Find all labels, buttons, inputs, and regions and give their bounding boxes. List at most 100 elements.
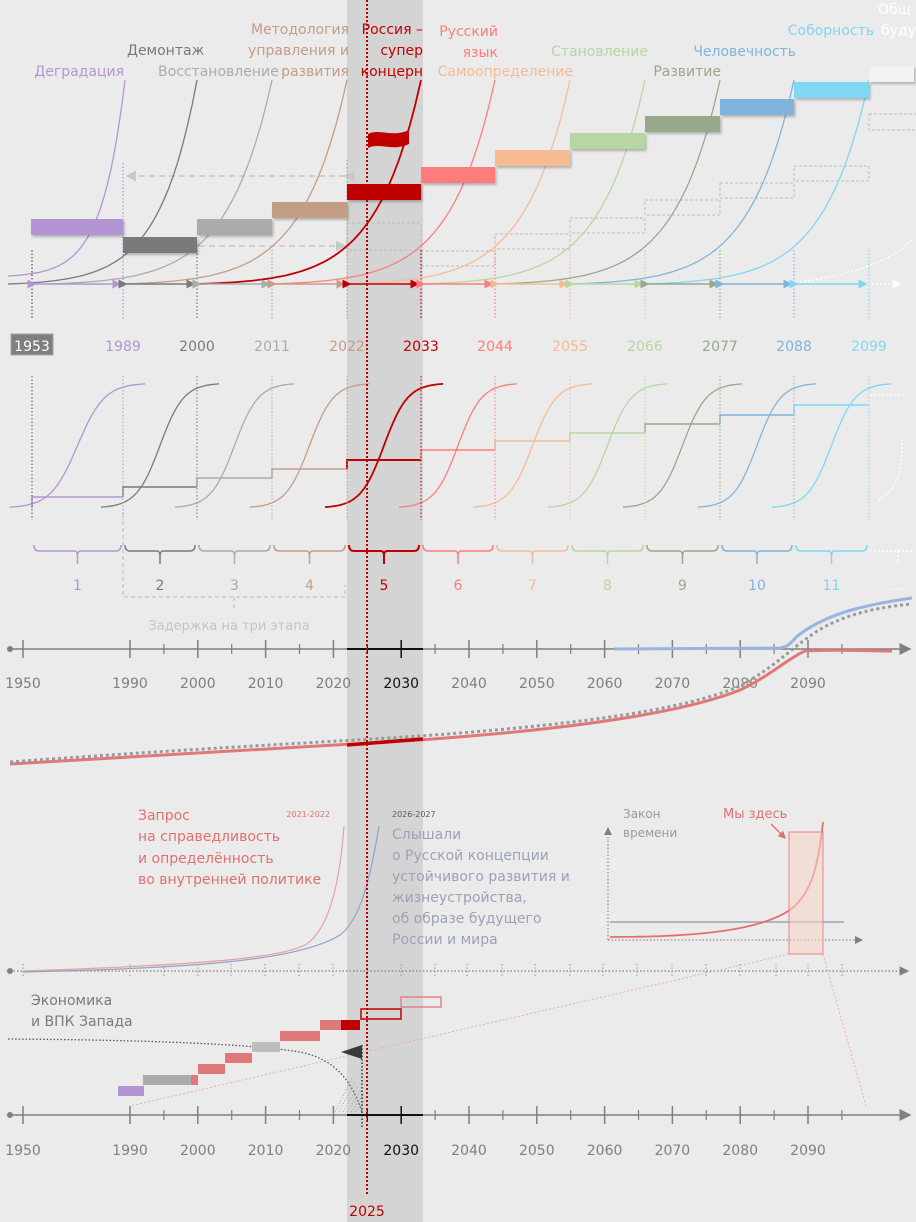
stage-year-2011: 2011: [254, 339, 290, 355]
axis-label-2010: 2010: [248, 676, 284, 692]
stage-bar-7: [495, 150, 570, 166]
demand-line-1: Запрос: [138, 808, 190, 824]
axis-label-2030: 2030: [383, 1143, 419, 1159]
time-law-line-2: времени: [623, 826, 677, 840]
axis-label-2060: 2060: [587, 1143, 623, 1159]
s-curve-stage-9: [622, 383, 743, 508]
bracket-stage-5: [348, 544, 420, 564]
heard-line-1: Слышали: [392, 827, 461, 843]
west-step-bar-outline-2: [400, 996, 442, 1008]
bracket-stage-4: [273, 544, 346, 564]
axis-label-2020: 2020: [316, 1143, 352, 1159]
west-line-2: и ВПК Запада: [31, 1014, 133, 1030]
delay-bracket: [122, 514, 346, 608]
bracket-stage-6: [422, 544, 494, 564]
heard-annotation: 2026-2027 Слышали о Русской концепции ус…: [392, 810, 570, 948]
we-are-here-box: [788, 831, 824, 955]
west-flag-icon: [341, 1045, 362, 1059]
demand-line-3: и определённость: [138, 851, 274, 867]
ghost-stage-box: [644, 199, 721, 216]
stage-title-formation: Становление: [551, 44, 648, 60]
west-economy-annotation: Экономика и ВПК Запада: [31, 993, 133, 1030]
stage-title-dismantling: Демонтаж: [127, 43, 205, 59]
stage-title-development: Развитие: [653, 64, 721, 80]
stage-number-3: 3: [230, 578, 239, 594]
exp-curve-stage-9: [494, 79, 721, 285]
bracket-stage-8: [571, 544, 644, 564]
s-curve-stage-4: [249, 383, 370, 508]
stage-year-1989: 1989: [105, 339, 141, 355]
axis-label-2070: 2070: [655, 1143, 691, 1159]
bracket-stage-1: [33, 544, 122, 564]
s-curve-stages-section: [9, 376, 912, 608]
bracket-stage-3: [198, 544, 271, 564]
bracket-stage-9: [646, 544, 719, 564]
exp-curve-future: [799, 239, 913, 283]
axis-label-2020: 2020: [316, 676, 352, 692]
ghost-stage-box: [569, 217, 646, 234]
stage-title-humanity: Человечность: [693, 44, 796, 60]
axis-label-1950: 1950: [5, 676, 41, 692]
exponential-stages-section: [7, 66, 916, 320]
stage-number-6: 6: [454, 578, 463, 594]
trajectory-red-current: [346, 737, 424, 747]
s-curve-stage-8: [547, 383, 668, 508]
stage-year-2033: 2033: [403, 339, 439, 355]
axis-label-1950: 1950: [5, 1143, 41, 1159]
west-step-bar-outline-1: [360, 1008, 402, 1020]
s-curve-stage-10: [697, 383, 817, 508]
exp-curve-stage-3: [46, 79, 273, 285]
stage-year-2066: 2066: [627, 339, 663, 355]
we-are-here-arrow: [770, 823, 786, 839]
stage-title-methodology-2: управления и: [248, 43, 349, 59]
step-line-stage-8: [569, 432, 645, 441]
step-line-stage-2: [122, 486, 197, 497]
axis-label-2080: 2080: [722, 1143, 758, 1159]
west-step-bar-1: [118, 1086, 144, 1096]
zoom-guide-right: [822, 953, 867, 1107]
west-step-bar-8: [320, 1020, 341, 1030]
start-year-label: 1953: [14, 339, 50, 355]
current-period-band: [347, 0, 423, 1222]
axis-label-2060: 2060: [587, 676, 623, 692]
step-line-stage-9: [644, 423, 720, 433]
stage-number-10: 10: [748, 578, 766, 594]
s-curve-stage-3: [174, 383, 295, 508]
bracket-stage-2: [124, 544, 196, 564]
ghost-stage-box: [868, 113, 916, 131]
heard-line-2: о Русской концепции: [392, 848, 549, 864]
ghost-stage-box: [719, 182, 795, 199]
stage-bar-5: [347, 184, 421, 200]
time-law-inset: Закон времени Мы здесь: [623, 807, 787, 840]
stage-titles: Деградация Демонтаж Восстановление Метод…: [34, 2, 916, 80]
stage-number-4: 4: [305, 578, 314, 594]
stage-bar-2: [123, 237, 197, 253]
ghost-stage-box: [420, 250, 496, 267]
stage-year-2022: 2022: [329, 339, 365, 355]
axis-label-2040: 2040: [451, 676, 487, 692]
s-curve-stage-1: [9, 383, 146, 508]
axis-label-2040: 2040: [451, 1143, 487, 1159]
ghost-stage-box: [494, 233, 571, 250]
stage-title-degradation: Деградация: [34, 64, 124, 80]
stage-number-5: 5: [380, 578, 389, 594]
stage-bar-6: [421, 167, 495, 183]
heard-curve: [22, 825, 380, 973]
demand-years: 2021-2022: [286, 810, 330, 819]
heard-line-5: об образе будущего: [392, 911, 541, 927]
stage-bar-11: [794, 82, 869, 98]
stage-year-2000: 2000: [179, 339, 215, 355]
axis-label-2050: 2050: [519, 676, 555, 692]
start-year-badge: [10, 333, 54, 356]
stage-number-11: 11: [823, 578, 841, 594]
heard-line-4: жизнеустройства,: [392, 890, 527, 906]
trajectory-blue: [613, 596, 913, 651]
axis-label-1990: 1990: [112, 676, 148, 692]
stage-title-language-1: Русский: [439, 24, 498, 40]
step-line-stage-11: [793, 404, 869, 415]
stage-number-1: 1: [73, 578, 82, 594]
we-are-here-label: Мы здесь: [723, 807, 787, 822]
s-curve-stage-2: [100, 383, 220, 508]
stage-number-9: 9: [678, 578, 687, 594]
timeline-axis-top: 1950 1990 2000 2010 2020 2030 2040 2050 2060 2070…: [5, 640, 912, 692]
